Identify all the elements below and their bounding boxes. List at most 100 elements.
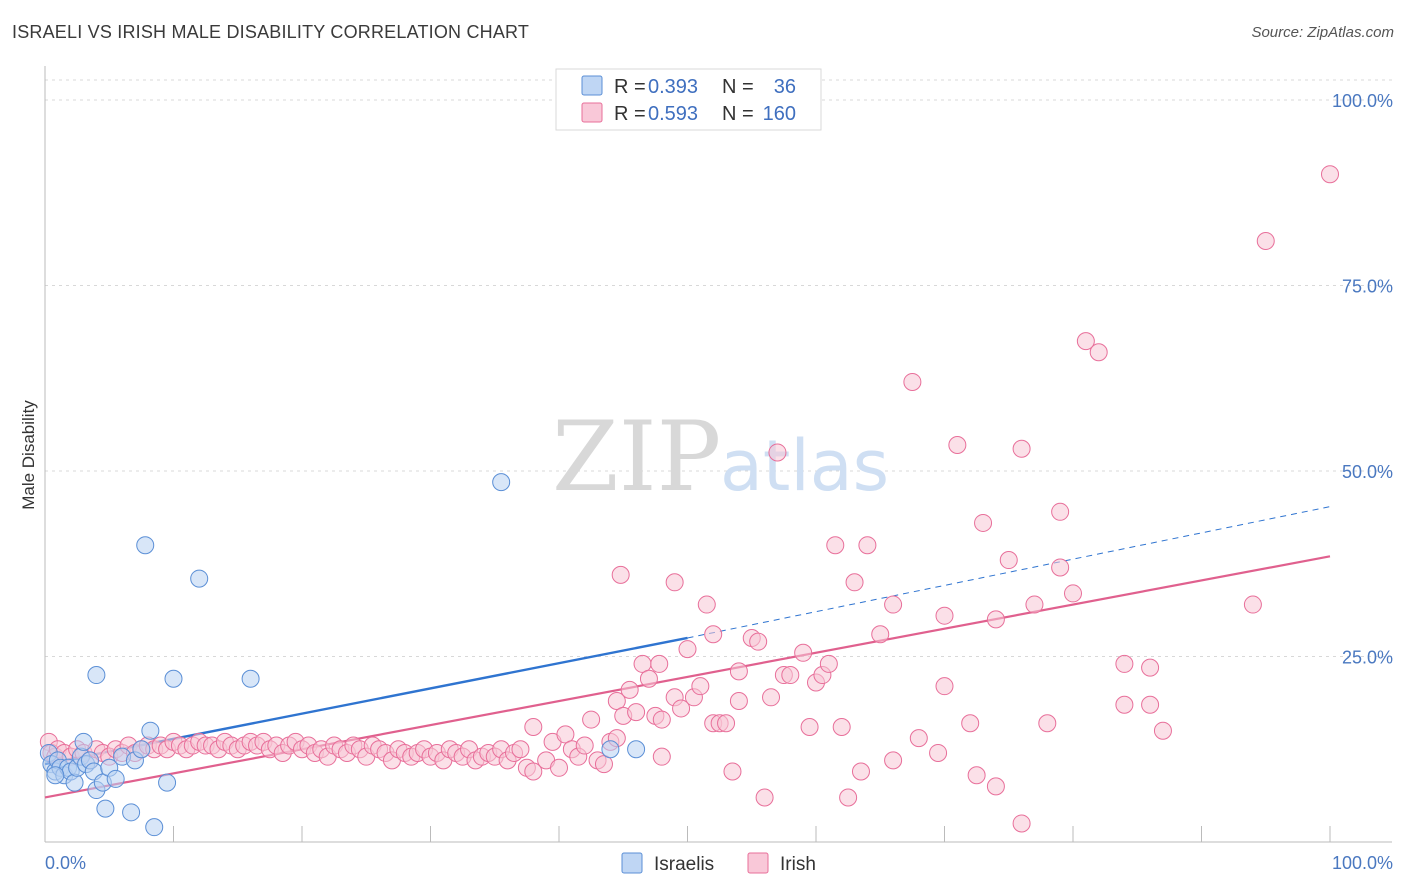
bottom-legend: Israelis Irish (621, 852, 816, 875)
point-irish (755, 788, 774, 807)
point-irish (768, 443, 787, 462)
point-irish (627, 703, 646, 722)
point-irish (948, 436, 967, 455)
trend-line-israelis-extension (687, 506, 1331, 639)
point-irish (1012, 814, 1031, 833)
point-irish (832, 717, 851, 736)
point-israelis (627, 740, 646, 759)
point-irish (819, 654, 838, 673)
point-irish (929, 743, 948, 762)
point-irish (858, 536, 877, 555)
point-irish (884, 595, 903, 614)
y-tick-label: 75.0% (1342, 277, 1393, 297)
trend-line-irish (44, 555, 1331, 799)
point-irish (1256, 231, 1275, 250)
point-irish (652, 710, 671, 729)
point-irish (884, 751, 903, 770)
point-irish (717, 714, 736, 733)
point-irish (697, 595, 716, 614)
legend-n-value: 36 (774, 76, 796, 98)
chart-title: ISRAELI VS IRISH MALE DISABILITY CORRELA… (12, 22, 530, 42)
point-irish (903, 372, 922, 391)
point-irish (1051, 558, 1070, 577)
point-israelis (74, 732, 93, 751)
point-israelis (158, 773, 177, 792)
point-irish (967, 766, 986, 785)
point-irish (794, 643, 813, 662)
bottom-legend-swatch-israelis (621, 852, 643, 874)
point-israelis (164, 669, 183, 688)
point-irish (1089, 343, 1108, 362)
point-israelis (492, 473, 511, 492)
point-irish (556, 725, 575, 744)
point-irish (826, 536, 845, 555)
point-irish (723, 762, 742, 781)
point-irish (1012, 439, 1031, 458)
point-irish (611, 565, 630, 584)
legend-n-label: N = (722, 103, 754, 125)
point-irish (607, 692, 626, 711)
point-irish (594, 755, 613, 774)
watermark-atlas: atlas (720, 425, 889, 507)
point-irish (691, 677, 710, 696)
point-israelis (241, 669, 260, 688)
point-irish (839, 788, 858, 807)
bottom-legend-swatch-irish (747, 852, 769, 874)
legend-r-value: 0.393 (648, 76, 698, 98)
x-tick-label: 100.0% (1332, 853, 1393, 873)
point-irish (1115, 654, 1134, 673)
point-irish (986, 610, 1005, 629)
y-tick-label: 25.0% (1342, 648, 1393, 668)
y-tick-labels: 25.0% 50.0% 75.0% 100.0% (1332, 91, 1393, 668)
point-irish (620, 680, 639, 699)
point-israelis (141, 721, 160, 740)
point-irish (511, 740, 530, 759)
point-irish (1141, 658, 1160, 677)
watermark-zip: ZIP (552, 401, 721, 513)
point-irish (1076, 332, 1095, 351)
point-irish (986, 777, 1005, 796)
point-irish (781, 666, 800, 685)
point-israelis (132, 740, 151, 759)
point-irish (1025, 595, 1044, 614)
legend-n-value: 160 (763, 103, 796, 125)
point-israelis (87, 666, 106, 685)
legend: R = 0.393 N = 36 R = 0.593 N = 160 (555, 68, 822, 131)
point-israelis (106, 769, 125, 788)
x-tick-labels: 0.0% 100.0% (45, 853, 1393, 873)
point-irish (678, 640, 697, 659)
point-irish (665, 573, 684, 592)
point-irish (704, 625, 723, 644)
legend-swatch-israelis (581, 75, 603, 96)
point-irish (524, 762, 543, 781)
watermark: ZIP atlas (552, 401, 889, 513)
axes (44, 66, 1392, 843)
point-israelis (190, 569, 209, 588)
x-tick-label: 0.0% (45, 853, 86, 873)
chart-source: Source: ZipAtlas.com (1251, 24, 1394, 41)
point-irish (729, 662, 748, 681)
point-israelis (46, 766, 65, 785)
point-irish (524, 717, 543, 736)
legend-r-value: 0.593 (648, 103, 698, 125)
point-irish (1038, 714, 1057, 733)
point-irish (1321, 165, 1339, 184)
point-israelis (122, 803, 141, 822)
y-tick-label: 50.0% (1342, 462, 1393, 482)
bottom-legend-irish: Irish (780, 854, 816, 875)
legend-r-label: R = (614, 103, 646, 125)
point-israelis (65, 773, 84, 792)
point-israelis (145, 818, 164, 837)
point-irish (999, 551, 1018, 570)
point-irish (1141, 695, 1160, 714)
point-irish (575, 736, 594, 755)
legend-swatch-irish (581, 102, 603, 123)
bottom-legend-israelis: Israelis (654, 854, 714, 875)
point-irish (1153, 721, 1172, 740)
point-irish (961, 714, 980, 733)
point-irish (935, 677, 954, 696)
point-irish (582, 710, 601, 729)
point-irish (672, 699, 691, 718)
y-tick-label: 100.0% (1332, 91, 1393, 111)
